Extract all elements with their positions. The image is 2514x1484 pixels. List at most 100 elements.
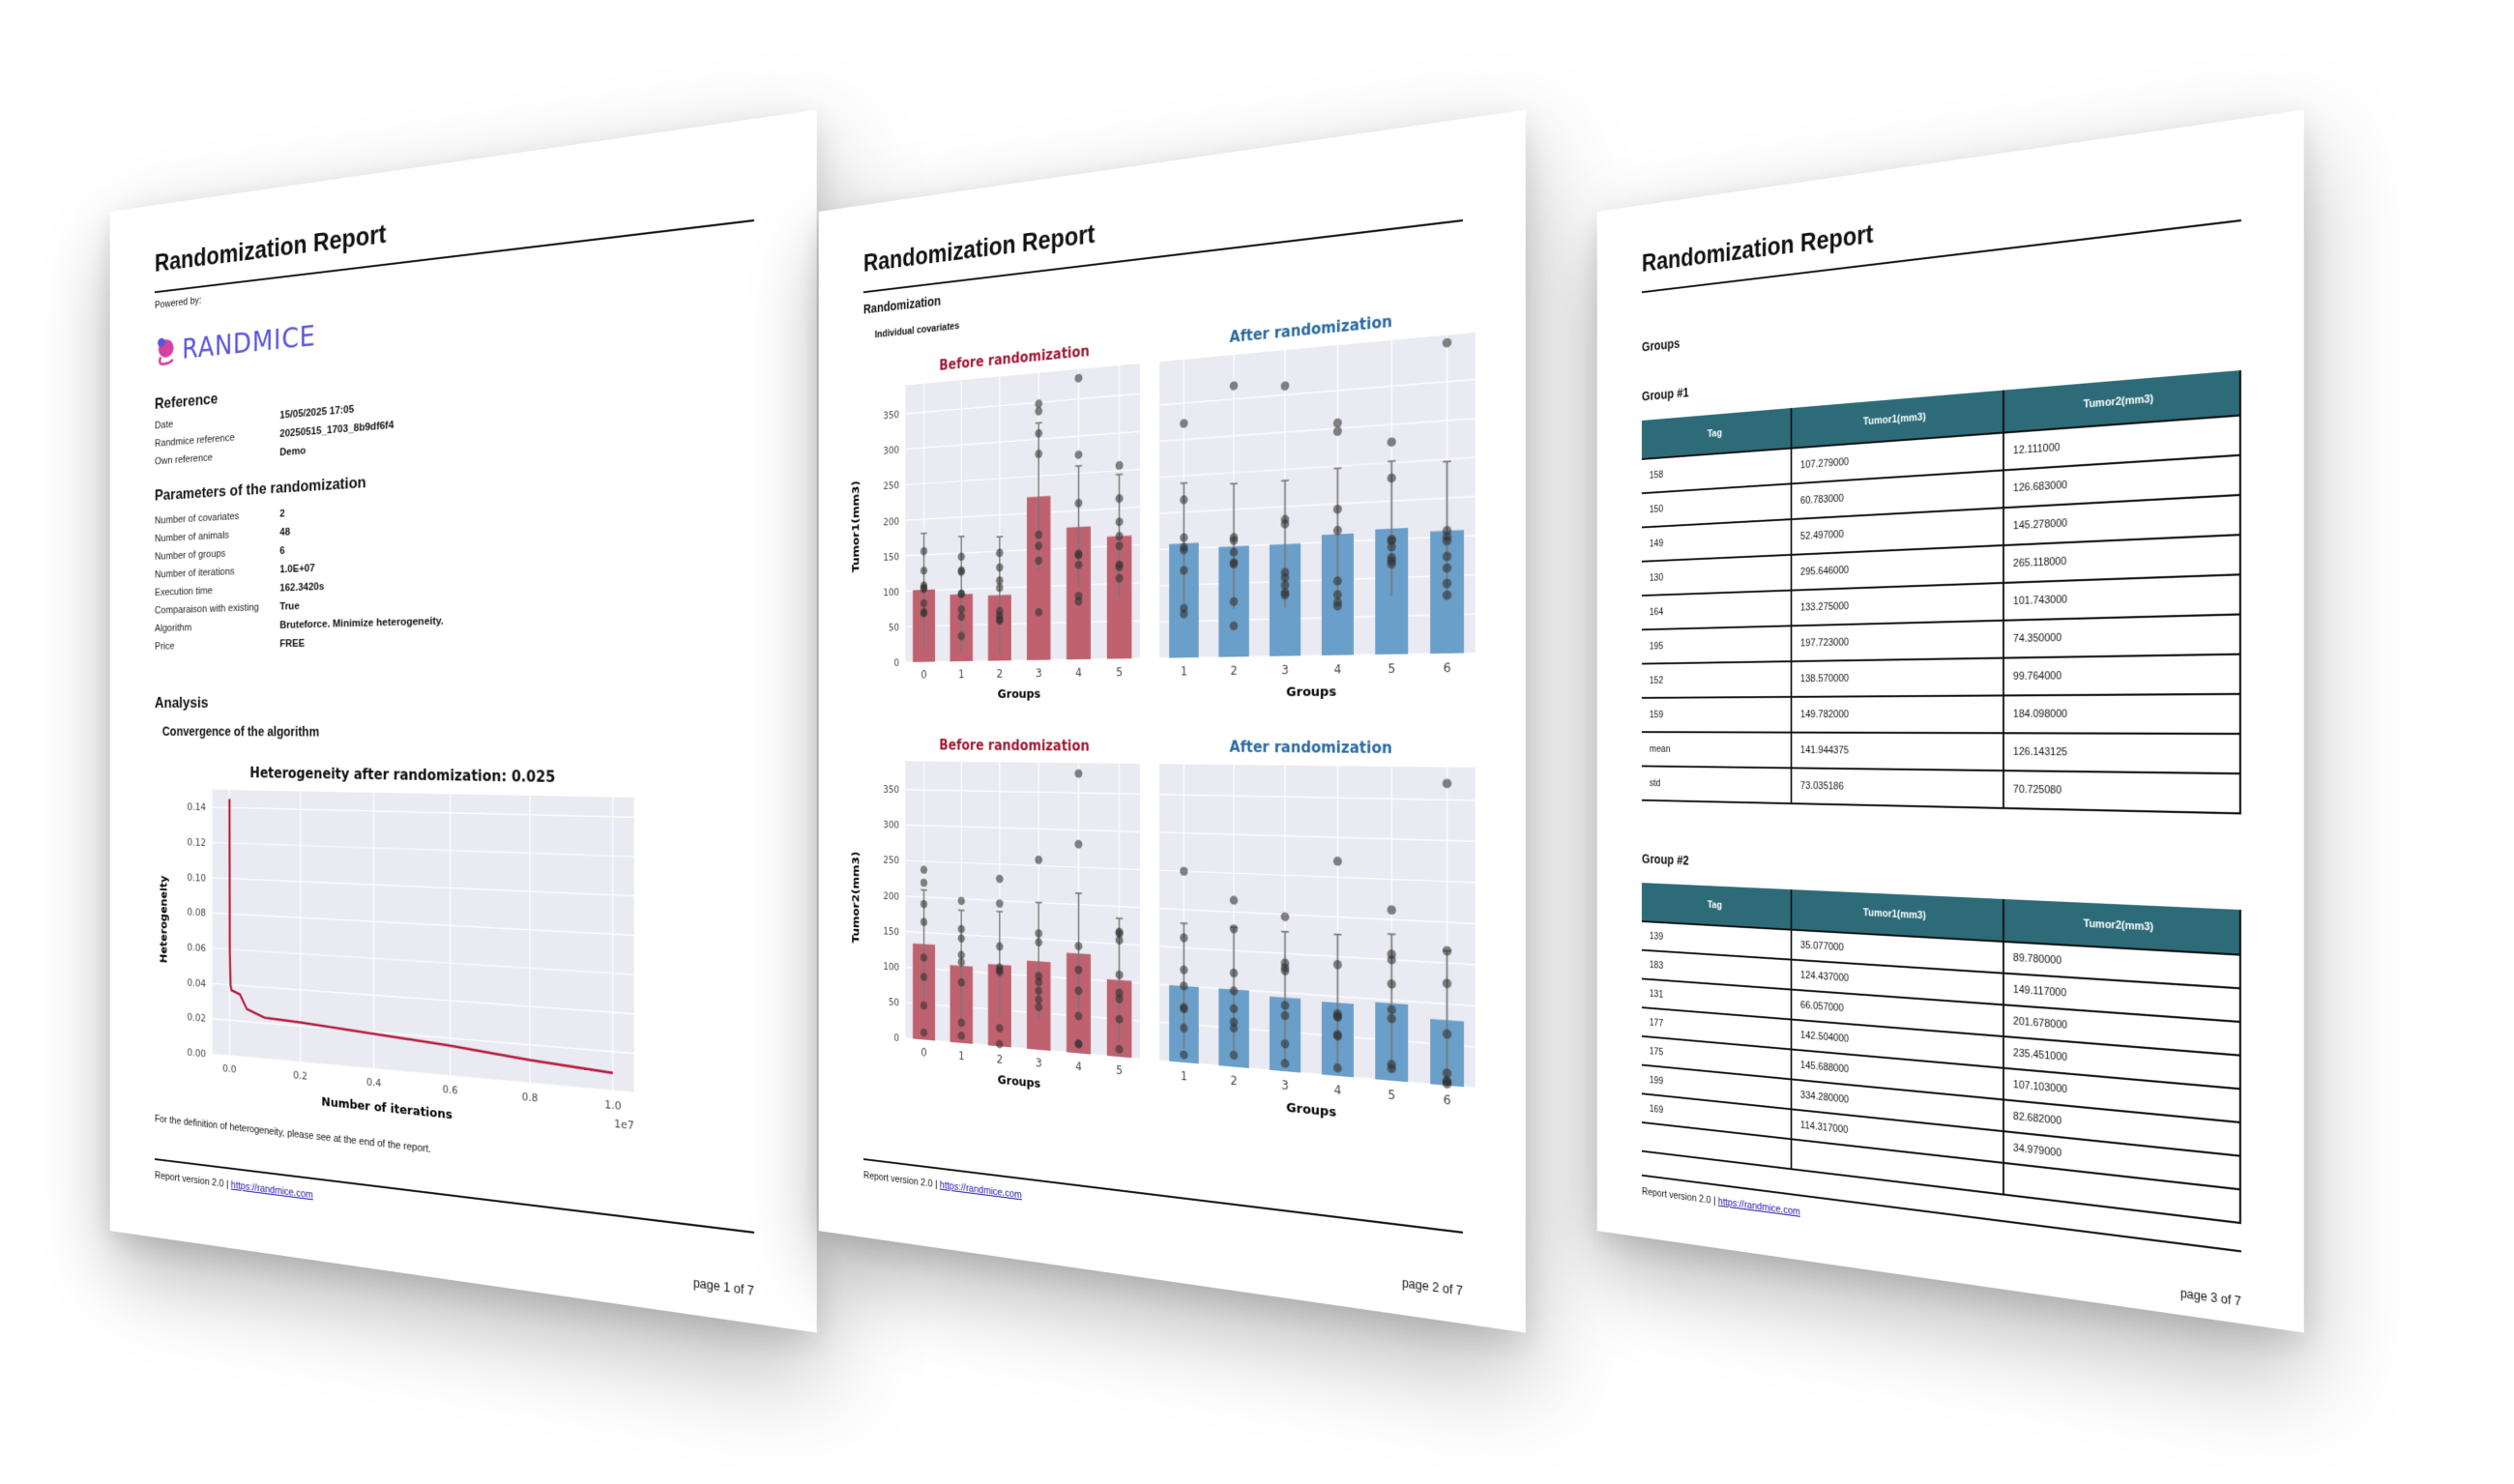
plot-background <box>905 364 1140 662</box>
table-row: 159 149.782000 184.098000 <box>1641 693 2240 735</box>
y-tick-label: 150 <box>883 552 899 564</box>
y-tick-label: 0.06 <box>187 943 206 954</box>
x-tick-label: 5 <box>1388 661 1395 676</box>
table-cell: 73.035186 <box>1791 768 2003 808</box>
x-tick-label: 2 <box>1230 1073 1237 1088</box>
x-tick-label: 5 <box>1116 1063 1123 1078</box>
field-value: 1.0E+07 <box>279 563 315 576</box>
reference-row: Own reference Demo <box>155 446 306 468</box>
x-tick-label: 1.0 <box>604 1099 621 1113</box>
x-tick-label: 6 <box>1443 660 1450 675</box>
parameter-row: Price FREE <box>155 638 305 653</box>
report-version: Report version 2.0 | <box>1641 1185 1718 1208</box>
x-tick-label: 2 <box>997 1053 1003 1066</box>
table-cell: 130 <box>1641 554 1792 597</box>
field-label: Own reference <box>154 451 213 468</box>
x-tick-label: 6 <box>1443 1092 1450 1108</box>
groups-heading: Groups <box>1641 335 1681 355</box>
bar <box>1169 542 1199 658</box>
y-tick-label: 250 <box>883 480 899 492</box>
convergence-chart: 0.00 0.02 0.04 0.06 0.08 0.10 0.12 0.14 0.0 0.2 0.… <box>159 784 654 1133</box>
field-label: Execution time <box>154 585 213 598</box>
group-1-table: Tag Tumor1(mm3) Tumor2(mm3) 158 107.279000 12… <box>1641 369 2241 815</box>
table-cell: 70.725080 <box>2002 771 2240 814</box>
parameter-row: Number of covariates 2 <box>155 509 285 527</box>
randmice-link[interactable]: https://randmice.com <box>1717 1196 1800 1218</box>
field-value: 20250515_1703_8b9df6f4 <box>279 420 395 440</box>
page-number: page 2 of 7 <box>1401 1275 1463 1299</box>
x-tick-label: 3 <box>1036 1056 1042 1069</box>
tumor2-after-chart: 1 2 3 4 5 6 Groups <box>1151 759 1486 1120</box>
y-tick-label: 250 <box>883 856 899 867</box>
parameter-row: Number of groups 6 <box>155 545 285 563</box>
field-value: 2 <box>279 508 285 520</box>
y-axis-label: Tumor2(mm3) <box>850 851 862 944</box>
parameter-row: Algorithm Bruteforce. Minimize heterogene… <box>155 616 444 634</box>
convergence-chart-title: Heterogeneity after randomization: 0.025 <box>249 764 556 787</box>
y-tick-label: 0.12 <box>187 837 206 849</box>
x-tick-label: 0.2 <box>293 1070 307 1083</box>
y-tick-label: 100 <box>883 587 899 598</box>
x-tick-label: 4 <box>1075 666 1082 680</box>
bar <box>1169 984 1199 1064</box>
tumor1-after-chart: 1 2 3 4 5 6 Groups <box>1151 332 1486 699</box>
field-value: Bruteforce. Minimize heterogeneity. <box>279 615 444 631</box>
table-cell: 99.764000 <box>2002 654 2240 696</box>
footer-divider <box>154 1158 754 1234</box>
group-2-heading: Group #2 <box>1641 851 1689 868</box>
field-label: Number of groups <box>154 548 226 563</box>
x-tick-label: 5 <box>1388 1088 1395 1103</box>
plot-background <box>1159 332 1476 658</box>
x-tick-label: 4 <box>1075 1060 1082 1074</box>
randmice-link[interactable]: https://randmice.com <box>939 1179 1022 1202</box>
field-label: Comparaison with existing <box>154 601 259 617</box>
randmice-link[interactable]: https://randmice.com <box>230 1179 313 1202</box>
x-tick-label: 3 <box>1281 663 1288 678</box>
x-tick-label: 2 <box>997 667 1003 681</box>
x-axis-label: Groups <box>1286 684 1336 699</box>
y-tick-label: 0 <box>893 1033 899 1044</box>
group-2-table: Tag Tumor1(mm3) Tumor2(mm3) 139 35.077000 89.… <box>1641 883 2241 1225</box>
field-label: Randmice reference <box>154 432 235 450</box>
tumor2-after-title: After randomization <box>1229 738 1392 758</box>
plot-background <box>212 789 634 1093</box>
report-version: Report version 2.0 | <box>862 1170 940 1191</box>
y-tick-label: 0 <box>893 658 899 669</box>
y-tick-label: 350 <box>883 410 899 422</box>
tumor2-before-title: Before randomization <box>939 737 1090 755</box>
logo-text: RANDMICE <box>182 319 316 366</box>
parameter-row: Number of iterations 1.0E+07 <box>155 563 315 580</box>
bar <box>1106 978 1132 1059</box>
field-label: Date <box>154 419 174 432</box>
convergence-subheading: Convergence of the algorithm <box>161 723 320 740</box>
field-value: True <box>279 600 300 613</box>
y-tick-label: 50 <box>889 623 899 634</box>
table-cell: 164 <box>1641 590 1792 630</box>
plot-background <box>905 761 1140 1059</box>
table-cell: std <box>1641 766 1792 804</box>
field-value: 6 <box>279 545 285 557</box>
table-cell: 197.723000 <box>1791 620 2003 662</box>
bar <box>1066 952 1092 1055</box>
report-page-1: Randomization Report Powered by: RANDMIC… <box>109 109 817 1333</box>
y-tick-label: 300 <box>883 820 899 831</box>
table-cell: 152 <box>1641 661 1792 698</box>
randmice-logo: RANDMICE <box>155 319 316 368</box>
error-cap <box>1443 461 1450 462</box>
y-axis-label: Heterogeneity <box>159 875 169 963</box>
field-value: 15/05/2025 17:05 <box>279 403 355 422</box>
x-tick-label: 1 <box>958 668 964 682</box>
table-cell: 74.350000 <box>2002 614 2240 658</box>
field-value: 48 <box>279 526 291 538</box>
x-tick-label: 0.0 <box>222 1063 236 1076</box>
plot-background <box>1159 764 1476 1089</box>
analysis-heading: Analysis <box>154 693 209 712</box>
x-axis-label: Groups <box>998 1072 1040 1091</box>
bar <box>1106 535 1132 659</box>
x-axis-label: Groups <box>998 686 1040 701</box>
footer-divider <box>862 1158 1463 1234</box>
table-cell: 195 <box>1641 626 1792 664</box>
parameter-row: Number of animals 48 <box>155 527 290 544</box>
tumor2-before-chart: 0 50 100 150 200 250 300 350 0 1 2 3 4 5 Groups Tumor2(… <box>850 756 1149 1091</box>
mouse-logo-icon <box>155 337 178 368</box>
